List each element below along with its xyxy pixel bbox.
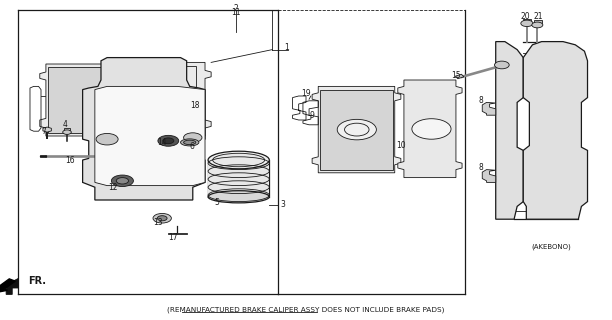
- Circle shape: [96, 133, 118, 145]
- Circle shape: [62, 130, 71, 134]
- Polygon shape: [48, 67, 118, 133]
- Ellipse shape: [208, 151, 269, 169]
- Polygon shape: [95, 86, 205, 186]
- Polygon shape: [312, 86, 401, 173]
- Polygon shape: [523, 19, 531, 22]
- Ellipse shape: [181, 139, 199, 146]
- Polygon shape: [43, 127, 51, 132]
- Text: 3: 3: [280, 200, 285, 209]
- Circle shape: [163, 138, 174, 144]
- Text: 4: 4: [62, 120, 67, 129]
- Text: 16: 16: [65, 156, 75, 164]
- Polygon shape: [455, 74, 464, 79]
- Text: 15: 15: [451, 71, 461, 80]
- Circle shape: [158, 135, 179, 146]
- Text: 17: 17: [168, 233, 177, 242]
- Circle shape: [337, 119, 376, 140]
- Text: 10: 10: [396, 141, 406, 150]
- Text: 6: 6: [189, 142, 194, 151]
- Polygon shape: [64, 128, 70, 130]
- Ellipse shape: [212, 153, 264, 167]
- Text: 12: 12: [108, 183, 118, 192]
- Text: 8: 8: [479, 163, 483, 172]
- Polygon shape: [40, 155, 46, 157]
- Ellipse shape: [184, 140, 196, 145]
- Text: 1: 1: [284, 43, 289, 52]
- Polygon shape: [320, 90, 393, 170]
- Polygon shape: [482, 170, 496, 182]
- Polygon shape: [534, 20, 542, 23]
- Text: 19: 19: [301, 89, 311, 98]
- Polygon shape: [0, 278, 18, 294]
- Circle shape: [153, 213, 171, 223]
- Text: 5: 5: [215, 198, 220, 207]
- Text: FR.: FR.: [28, 276, 46, 286]
- Circle shape: [345, 123, 369, 136]
- Polygon shape: [40, 64, 125, 136]
- Text: 14: 14: [157, 138, 167, 147]
- Text: 21: 21: [534, 12, 543, 20]
- Circle shape: [532, 22, 543, 28]
- Ellipse shape: [208, 191, 269, 203]
- Text: 13: 13: [153, 218, 163, 227]
- Polygon shape: [398, 80, 462, 178]
- Circle shape: [412, 119, 451, 139]
- Text: 9: 9: [310, 111, 315, 120]
- Circle shape: [184, 133, 202, 142]
- Circle shape: [111, 175, 133, 187]
- Text: 18: 18: [190, 101, 200, 110]
- Circle shape: [151, 98, 185, 116]
- FancyArrow shape: [0, 279, 15, 293]
- Circle shape: [116, 178, 129, 184]
- Polygon shape: [523, 42, 588, 219]
- Polygon shape: [208, 160, 269, 197]
- Text: 20: 20: [520, 12, 530, 20]
- Circle shape: [157, 101, 179, 113]
- Polygon shape: [496, 42, 523, 219]
- Text: 11: 11: [231, 8, 241, 17]
- Text: 7: 7: [42, 127, 47, 136]
- Polygon shape: [125, 62, 211, 136]
- Text: (REMANUFACTURED BRAKE CALIPER ASSY DOES NOT INCLUDE BRAKE PADS): (REMANUFACTURED BRAKE CALIPER ASSY DOES …: [167, 307, 445, 313]
- Text: 8: 8: [479, 96, 483, 105]
- Circle shape: [157, 216, 167, 221]
- Circle shape: [494, 61, 509, 69]
- Polygon shape: [168, 233, 187, 234]
- Polygon shape: [482, 102, 496, 115]
- Polygon shape: [83, 58, 205, 200]
- Text: (AKEBONO): (AKEBONO): [531, 243, 570, 250]
- Text: 2: 2: [233, 4, 238, 12]
- Circle shape: [521, 20, 533, 27]
